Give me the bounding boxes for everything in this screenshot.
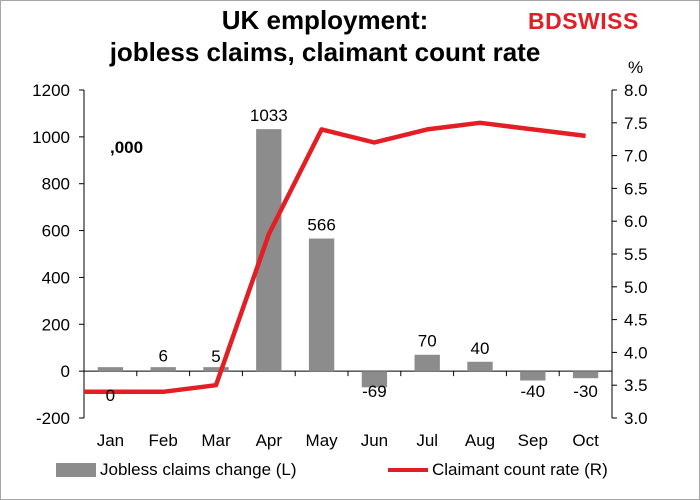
bar: [520, 371, 546, 381]
category-label: May: [306, 431, 339, 450]
right-tick-label: 5.0: [624, 278, 648, 297]
left-tick-label: 0: [61, 362, 70, 381]
right-unit-label: %: [628, 58, 644, 77]
right-tick-label: 3.0: [624, 409, 648, 428]
title-line-1: UK employment:: [221, 5, 429, 35]
category-label: Feb: [149, 431, 178, 450]
category-label: Jul: [416, 431, 438, 450]
bar-data-label: -30: [573, 382, 598, 401]
legend-item-bars: Jobless claims change (L): [56, 460, 297, 480]
category-label: Mar: [201, 431, 231, 450]
category-label: Jan: [97, 431, 124, 450]
chart-title: UK employment: jobless claims, claimant …: [60, 4, 590, 68]
right-tick-label: 4.0: [624, 343, 648, 362]
bar-data-label: 70: [418, 332, 437, 351]
legend-item-line: Claimant count rate (R): [388, 460, 608, 480]
bar: [414, 354, 440, 372]
category-label: Aug: [465, 431, 495, 450]
data-labels: 0 6 5 1033 566 -69 70 40 -40 -30: [106, 106, 598, 405]
category-label: Jun: [361, 431, 388, 450]
title-line-2: jobless claims, claimant count rate: [109, 37, 541, 67]
bar: [361, 371, 388, 388]
legend: Jobless claims change (L) Claimant count…: [0, 456, 700, 486]
claimant-rate-line: [84, 120, 586, 395]
right-tick-label: 4.5: [624, 311, 648, 330]
bar: [150, 367, 176, 372]
bar-data-label: 5: [211, 347, 220, 366]
left-tick-label: 1000: [32, 128, 70, 147]
bar-data-label: 0: [106, 386, 115, 405]
bar: [467, 361, 493, 372]
brand-logo: BDSWISS: [528, 8, 639, 34]
right-tick-label: 7.5: [624, 114, 648, 133]
bar-data-label: 566: [307, 216, 335, 235]
legend-swatch-bars: [56, 463, 96, 477]
left-tick-label: 400: [42, 268, 70, 287]
bar: [203, 367, 229, 372]
right-tick-label: 8.0: [624, 81, 648, 100]
bar-data-label: 40: [471, 339, 490, 358]
bar: [256, 129, 282, 372]
bar-data-label: -40: [521, 382, 546, 401]
right-tick-label: 6.5: [624, 179, 648, 198]
bars: [97, 129, 599, 388]
bar: [97, 367, 124, 372]
line-series: [84, 120, 586, 395]
legend-label-line: Claimant count rate (R): [432, 460, 608, 479]
right-tick-label: 3.5: [624, 376, 648, 395]
bar: [308, 238, 335, 372]
left-unit-label: ,000: [110, 138, 144, 157]
legend-label-bars: Jobless claims change (L): [100, 460, 297, 479]
bar-data-label: 1033: [250, 106, 288, 125]
left-tick-label: 800: [42, 175, 70, 194]
axes: -2000200400600800100012003.03.54.04.55.0…: [32, 81, 647, 450]
right-tick-label: 7.0: [624, 147, 648, 166]
left-tick-label: 600: [42, 222, 70, 241]
category-label: Apr: [256, 431, 283, 450]
bar-data-label: -69: [362, 382, 387, 401]
bar: [572, 371, 599, 379]
right-tick-label: 5.5: [624, 245, 648, 264]
right-tick-label: 6.0: [624, 212, 648, 231]
bar-data-label: 6: [158, 347, 167, 366]
category-label: Oct: [572, 431, 599, 450]
left-tick-label: 200: [42, 315, 70, 334]
legend-swatch-line: [388, 468, 428, 472]
category-label: Sep: [518, 431, 548, 450]
left-tick-label: 1200: [32, 81, 70, 100]
left-tick-label: -200: [36, 409, 70, 428]
